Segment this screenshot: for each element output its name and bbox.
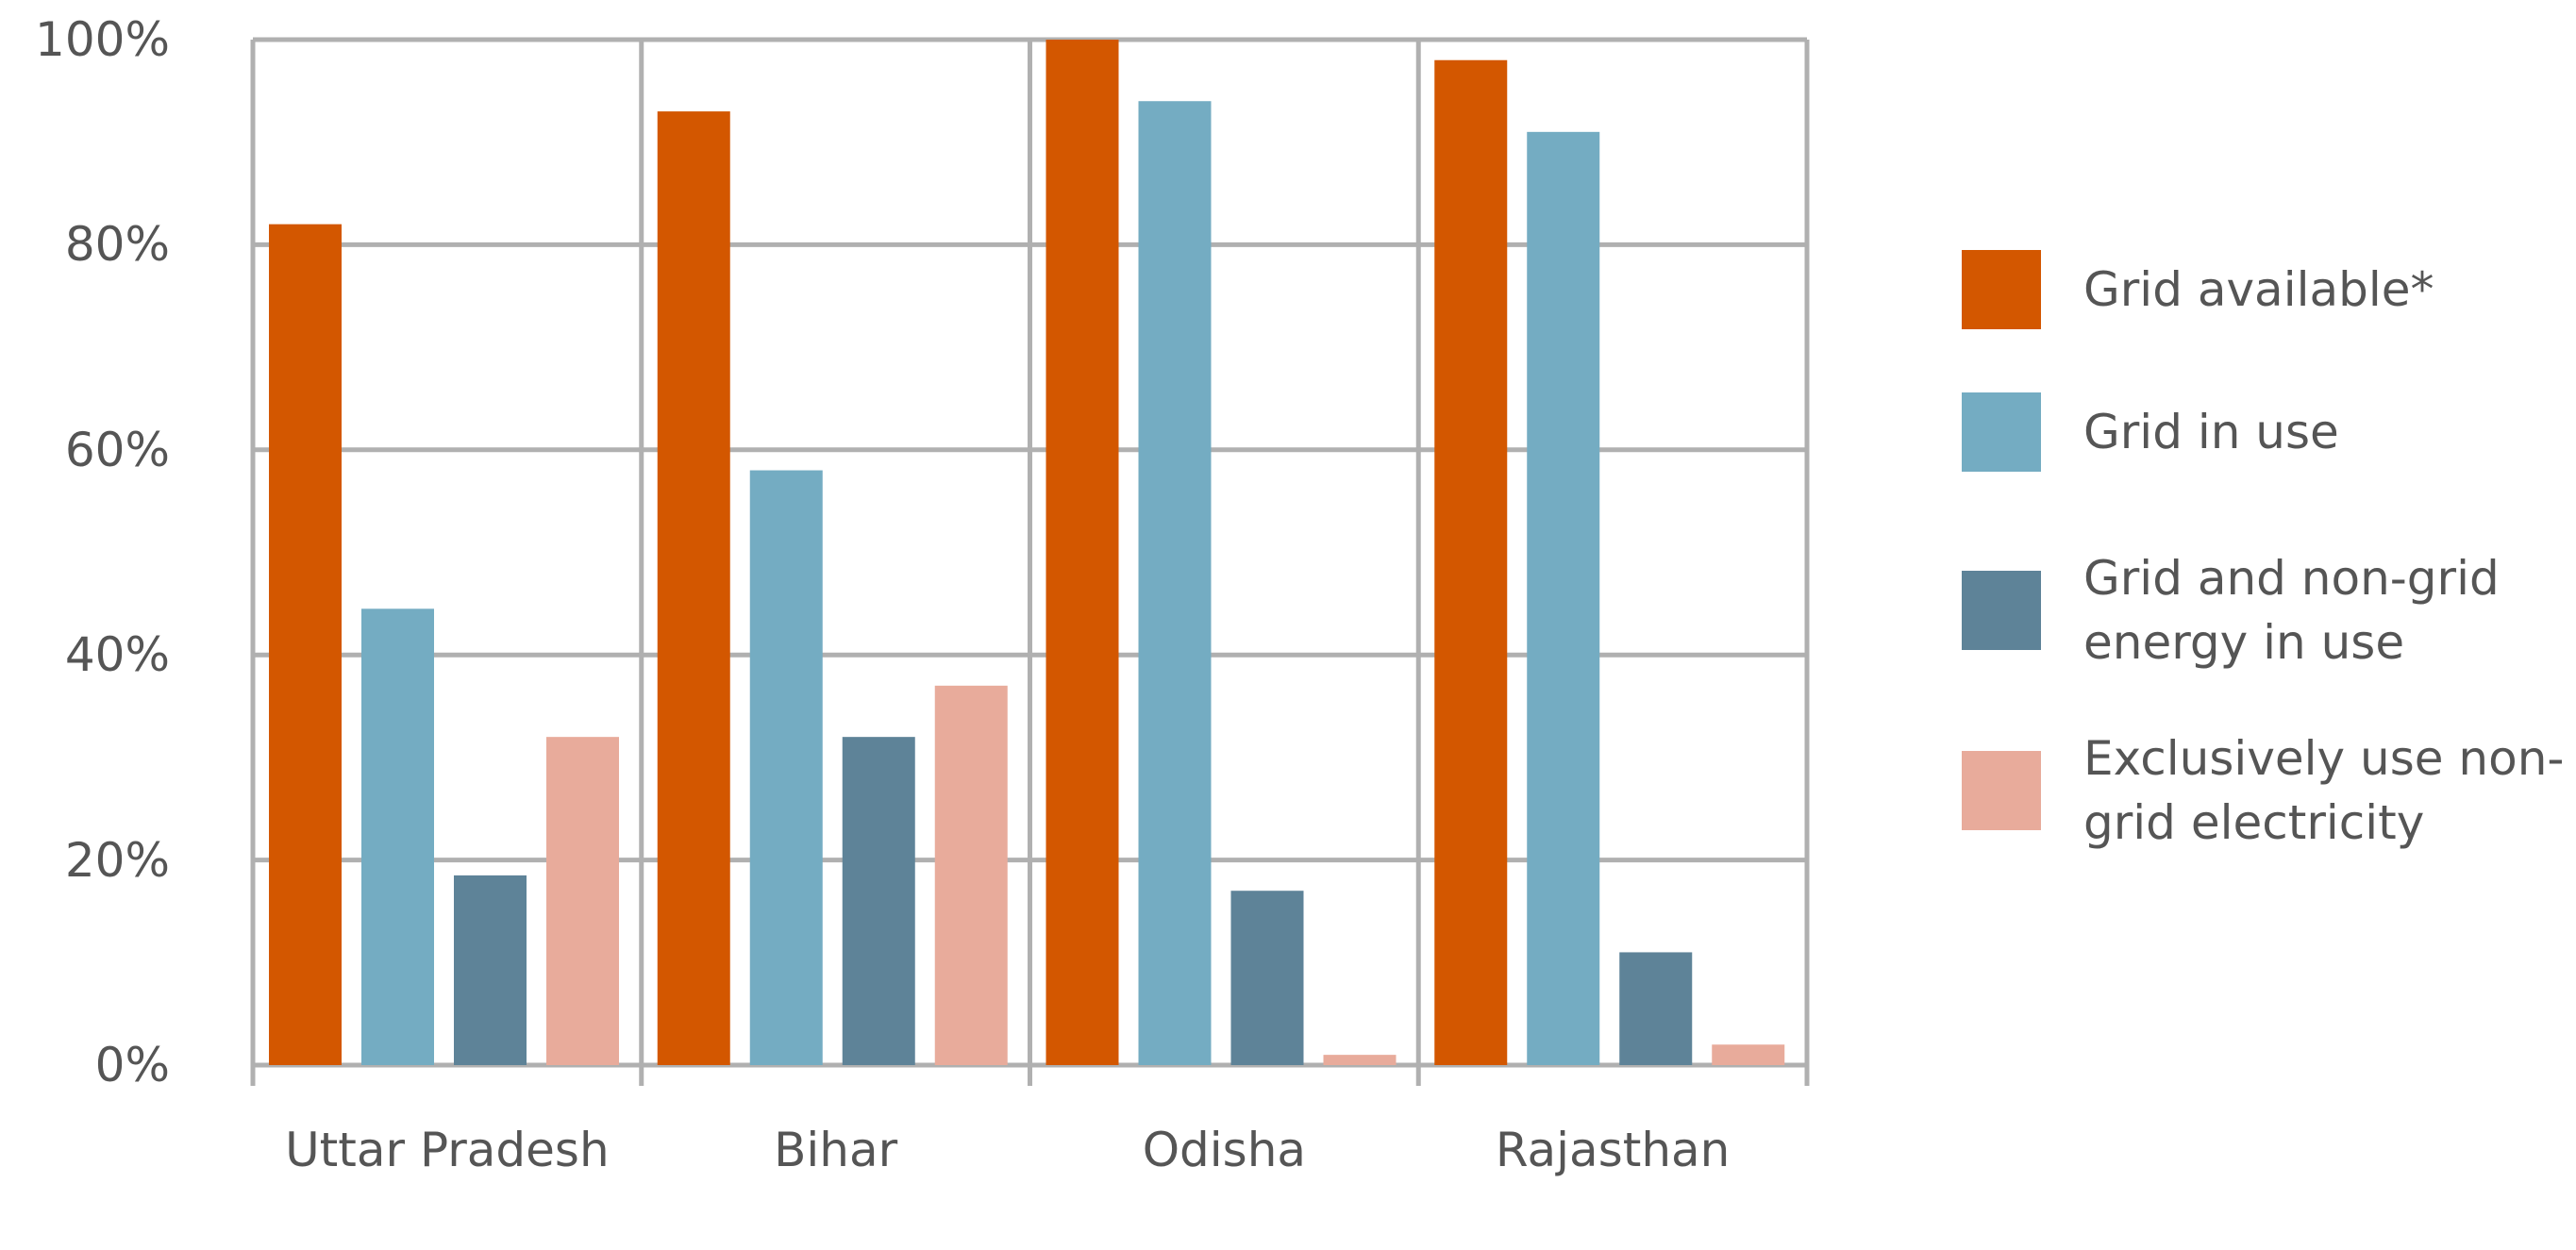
bar — [1619, 952, 1693, 1065]
legend-swatch — [1962, 392, 2041, 472]
bar — [657, 111, 730, 1066]
y-tick-label: 40% — [64, 627, 170, 683]
bar — [1138, 101, 1212, 1066]
x-tick-label: Rajasthan — [1495, 1123, 1731, 1177]
legend-item: Exclusively use non-grid electricity — [1962, 726, 2574, 855]
bar — [361, 608, 434, 1065]
x-tick-label: Bihar — [774, 1123, 898, 1177]
y-tick-label: 60% — [64, 422, 170, 477]
y-tick-label: 100% — [35, 12, 170, 67]
bar — [1434, 59, 1508, 1066]
legend-item: Grid in use — [1962, 392, 2574, 472]
legend-item: Grid and non-grid energy in use — [1962, 546, 2574, 675]
bar — [1712, 1044, 1785, 1065]
legend-item: Grid available* — [1962, 250, 2574, 329]
bar — [842, 737, 915, 1065]
legend-swatch — [1962, 250, 2041, 329]
bar — [934, 685, 1008, 1065]
x-tick-label: Odisha — [1142, 1123, 1307, 1177]
bar — [1323, 1055, 1397, 1065]
legend-label: Grid in use — [2083, 405, 2339, 459]
bar — [546, 737, 619, 1065]
y-tick-label: 80% — [64, 217, 170, 273]
bar — [269, 224, 342, 1065]
bar — [1527, 131, 1600, 1065]
bar — [454, 875, 527, 1065]
bar — [749, 470, 823, 1065]
legend-label: Grid available* — [2083, 262, 2434, 317]
legend-swatch — [1962, 571, 2041, 650]
bar — [1230, 891, 1304, 1065]
legend-label: Grid and non-grid energy in use — [2083, 551, 2500, 670]
bar — [1045, 40, 1119, 1065]
legend-swatch — [1962, 751, 2041, 830]
x-tick-label: Uttar Pradesh — [285, 1123, 610, 1177]
y-tick-label: 0% — [94, 1038, 170, 1092]
legend-label: Exclusively use non-grid electricity — [2083, 731, 2565, 850]
y-tick-label: 20% — [64, 832, 170, 888]
